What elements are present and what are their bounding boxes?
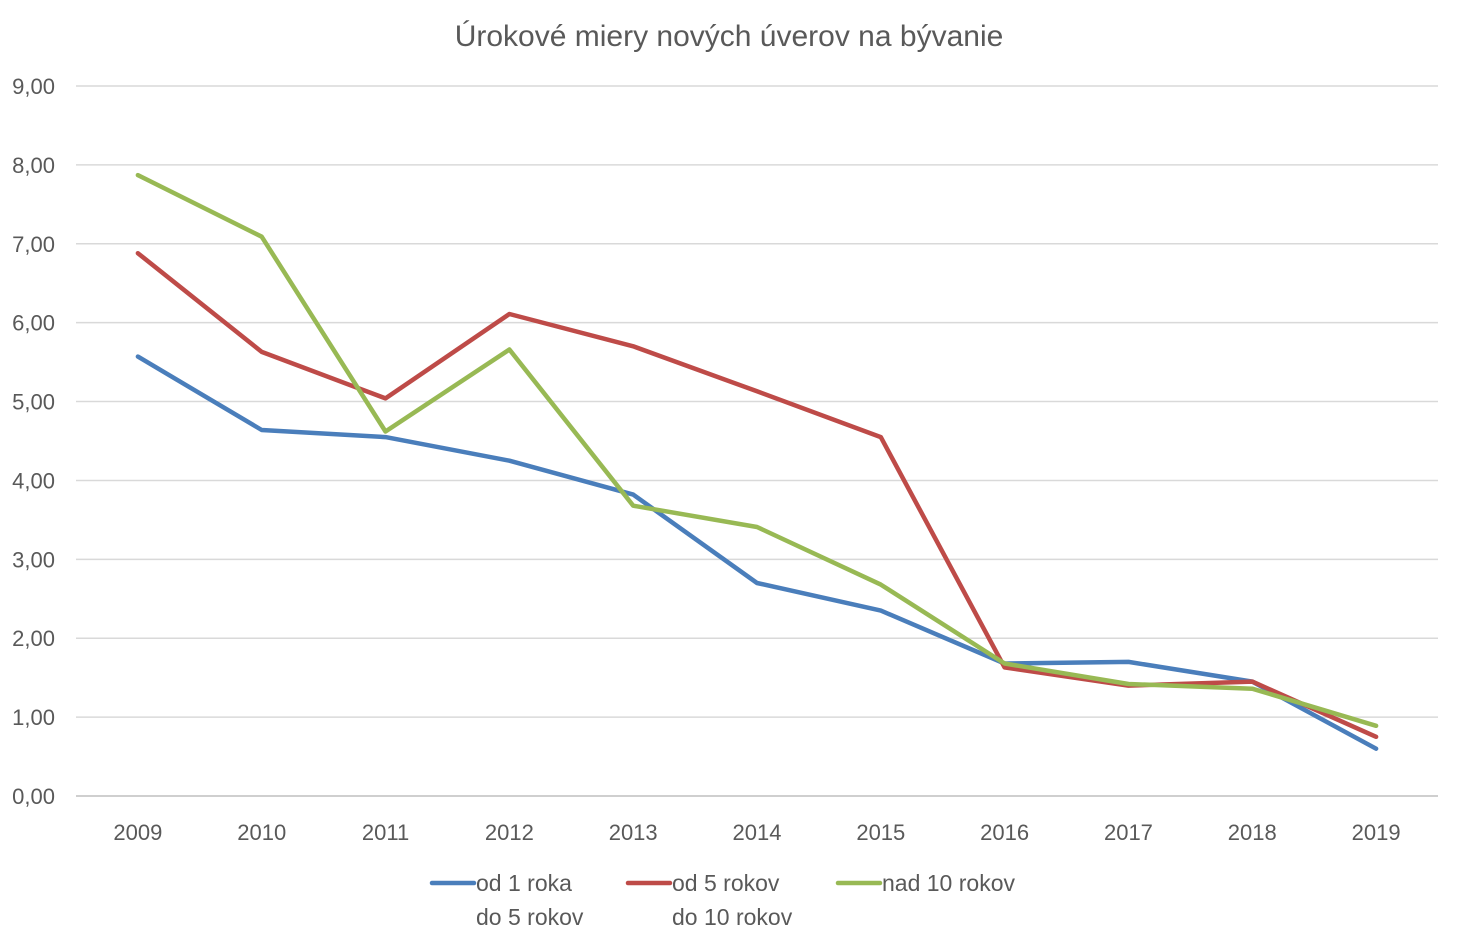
y-axis-ticks: 0,00 1,00 2,00 3,00 4,00 5,00 6,00 7,00 8,00 9,00 [12,74,55,809]
series-line-1 [135,354,1379,751]
x-tick-label: 2011 [362,820,409,845]
x-tick-label: 2019 [1352,820,1401,845]
series-lines [135,172,1379,751]
series-line-2 [135,250,1379,740]
legend-item-2: od 5 rokov do 10 rokov [625,870,793,930]
y-tick-label: 2,00 [12,626,55,651]
legend-item-1: od 1 roka do 5 rokov [429,870,584,930]
y-tick-label: 6,00 [12,311,55,336]
x-axis-ticks: 2009 2010 2011 2012 2013 2014 2015 2016 2017 2018… [113,820,1400,845]
x-tick-label: 2010 [237,820,286,845]
y-tick-label: 9,00 [12,74,55,99]
gridlines [76,85,1438,797]
x-tick-label: 2015 [856,820,905,845]
x-tick-label: 2018 [1228,820,1277,845]
legend-label: od 5 rokov [672,870,780,896]
legend-label: do 10 rokov [672,904,793,930]
x-tick-label: 2013 [609,820,658,845]
y-tick-label: 7,00 [12,232,55,257]
y-tick-label: 5,00 [12,390,55,415]
legend: od 1 roka do 5 rokov od 5 rokov do 10 rokov… [429,870,1015,930]
legend-label: do 5 rokov [476,904,584,930]
chart-title: Úrokové miery nových úverov na bývanie [455,20,1004,53]
y-tick-label: 3,00 [12,547,55,572]
x-tick-label: 2016 [980,820,1029,845]
x-tick-label: 2017 [1104,820,1153,845]
x-tick-label: 2014 [733,820,782,845]
y-tick-label: 1,00 [12,705,55,730]
x-tick-label: 2009 [113,820,162,845]
series-line-3 [135,172,1379,729]
y-tick-label: 4,00 [12,468,55,493]
y-tick-label: 8,00 [12,153,55,178]
y-tick-label: 0,00 [12,784,55,809]
legend-item-3: nad 10 rokov [835,870,1015,896]
legend-label: nad 10 rokov [882,870,1015,896]
x-tick-label: 2012 [485,820,534,845]
legend-label: od 1 roka [476,870,572,896]
